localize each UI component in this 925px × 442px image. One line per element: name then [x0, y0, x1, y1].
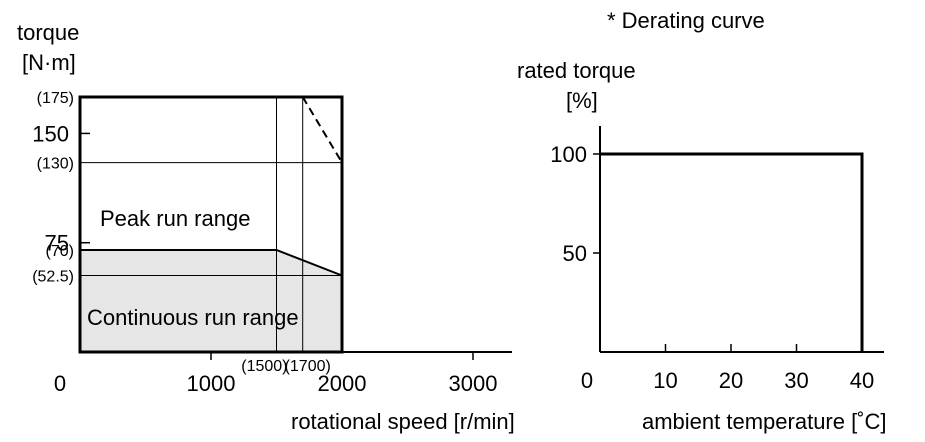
reference-lines — [80, 97, 342, 352]
y-tick-label: (175) — [37, 90, 74, 107]
x-axis-label: ambient temperature [˚C] — [642, 409, 887, 434]
x-tick-label: 0 — [581, 368, 593, 393]
derating-curve-note: * Derating curve — [607, 8, 765, 33]
y-axis-unit: [%] — [566, 88, 598, 113]
y-ticks: 100 50 — [550, 142, 600, 266]
y-ticks: (175) 150 (130) 75(70) (52.5) — [32, 90, 90, 286]
y-tick-label: (52.5) — [32, 269, 74, 286]
y-tick-label: 100 — [550, 142, 587, 167]
x-tick-label: 2000 — [318, 371, 367, 396]
x-tick-label: 1000 — [187, 371, 236, 396]
continuous-run-range-label: Continuous run range — [87, 305, 299, 330]
y-axis-label: rated torque — [517, 58, 636, 83]
x-tick-label: 30 — [784, 368, 808, 393]
x-tick-label: 3000 — [449, 371, 498, 396]
y-tick-label: 150 — [32, 121, 69, 146]
x-axis-label: rotational speed [r/min] — [291, 409, 515, 434]
y-tick-label: 50 — [563, 241, 587, 266]
derating-chart: 0 10 20 30 40 100 50 rated torque [%] ambient… — [517, 58, 887, 434]
y-axis-label: torque — [17, 20, 79, 45]
peak-run-range-label: Peak run range — [100, 206, 250, 231]
x-tick-label: 20 — [719, 368, 743, 393]
y-tick-label: (70) — [46, 243, 74, 260]
y-axis-unit: [N·m] — [22, 50, 76, 75]
derating-line — [600, 152, 864, 352]
torque-speed-chart: 0 1000 2000 3000 (1500)(1700) (175) 150 (130) 7… — [17, 20, 515, 434]
x-tick-label: 10 — [653, 368, 677, 393]
x-marker-label: (1700) — [285, 358, 331, 375]
x-marker-label: (1500) — [241, 358, 287, 375]
x-tick-label: 0 — [54, 371, 66, 396]
x-tick-label: 40 — [850, 368, 874, 393]
peak-limit-dashed-line — [301, 96, 343, 164]
y-tick-label: 75 — [45, 231, 69, 256]
x-ticks: 0 10 20 30 40 — [581, 344, 874, 393]
y-tick-label: (130) — [37, 156, 74, 173]
x-ticks: 0 1000 2000 3000 (1500)(1700) — [54, 352, 498, 396]
